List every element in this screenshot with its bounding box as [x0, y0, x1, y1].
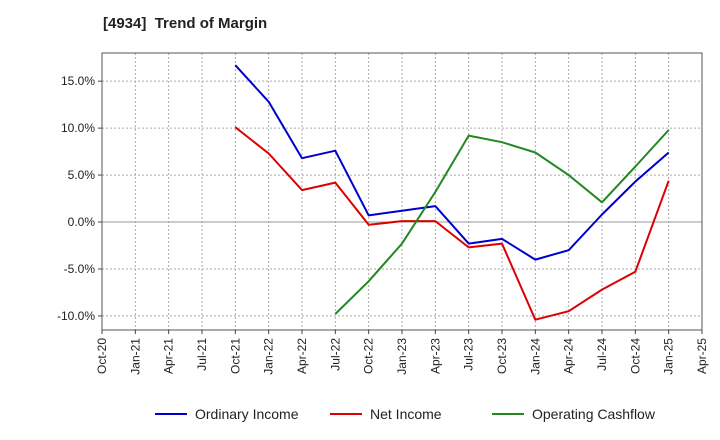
x-tick-label: Jul-23 — [462, 338, 476, 371]
series-line-ordinary-income — [234, 64, 670, 261]
legend-label: Ordinary Income — [195, 406, 299, 422]
x-tick-label: Apr-25 — [695, 338, 709, 374]
legend: Ordinary Income Net Income Operating Cashf… — [155, 406, 656, 422]
axis-layer: -10.0% -5.0% 0.0% 5.0% 10.0% 15.0% Oct-20 Jan-2… — [57, 52, 709, 375]
x-tick-label: Oct-23 — [495, 338, 509, 374]
x-tick-label: Jul-21 — [195, 338, 209, 371]
series-layer — [234, 64, 670, 321]
x-tick-label: Jan-22 — [262, 338, 276, 375]
y-tick-label: 5.0% — [68, 168, 96, 182]
y-tick-label: 10.0% — [61, 121, 95, 135]
x-tick-label: Jul-24 — [595, 338, 609, 371]
x-tick-label: Apr-24 — [562, 338, 576, 374]
x-tick-label: Apr-21 — [162, 338, 176, 374]
x-tick-label: Apr-23 — [428, 338, 442, 374]
x-tick-label: Jan-25 — [662, 338, 676, 375]
series-line-net-income — [234, 126, 670, 321]
x-tick-label: Oct-21 — [228, 338, 242, 374]
y-tick-label: -5.0% — [64, 262, 96, 276]
x-tick-label: Oct-20 — [95, 338, 109, 374]
chart-title: [4934] Trend of Margin — [103, 15, 268, 32]
x-tick-label: Jul-22 — [328, 338, 342, 371]
y-tick-label: 0.0% — [68, 215, 96, 229]
x-tick-label: Jan-23 — [395, 338, 409, 375]
series-line-operating-cashflow — [334, 129, 670, 315]
x-tick-label: Apr-22 — [295, 338, 309, 374]
x-tick-label: Oct-22 — [362, 338, 376, 374]
y-tick-label: -10.0% — [57, 309, 95, 323]
x-tick-label: Jan-21 — [128, 338, 142, 375]
grid-layer — [102, 53, 702, 330]
x-tick-label: Oct-24 — [628, 338, 642, 374]
x-tick-label: Jan-24 — [528, 338, 542, 375]
legend-label: Operating Cashflow — [532, 406, 656, 422]
y-tick-label: 15.0% — [61, 74, 95, 88]
legend-label: Net Income — [370, 406, 442, 422]
